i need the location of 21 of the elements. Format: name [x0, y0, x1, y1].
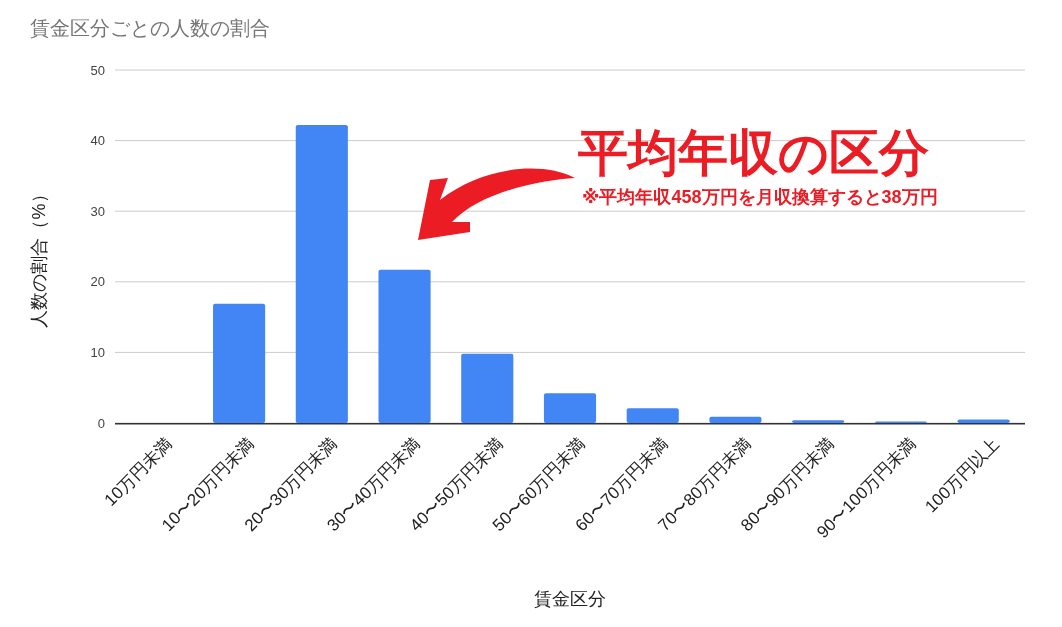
bar	[378, 269, 431, 423]
y-axis-title: 人数の割合（%）	[29, 185, 49, 328]
annotation: ※平均年収458万円を月収換算すると38万円	[582, 187, 938, 207]
y-tick-label: 20	[90, 274, 105, 290]
y-tick-label: 30	[90, 203, 105, 219]
annotation: 平均年収の区分	[577, 125, 929, 181]
y-tick-label: 0	[97, 415, 105, 431]
y-tick-label: 40	[90, 133, 105, 149]
bar	[792, 420, 845, 423]
bar	[295, 125, 348, 423]
bar	[213, 303, 266, 423]
bar	[461, 353, 514, 423]
x-tick-label: 10万円未満	[100, 434, 176, 510]
bar	[957, 419, 1010, 423]
x-axis-title: 賃金区分	[534, 589, 606, 609]
chart-title: 賃金区分ごとの人数の割合	[30, 17, 270, 39]
bar	[709, 416, 762, 423]
bar	[543, 393, 597, 423]
bar	[626, 408, 679, 423]
y-tick-label: 10	[90, 344, 105, 360]
y-tick-label: 50	[90, 62, 105, 78]
